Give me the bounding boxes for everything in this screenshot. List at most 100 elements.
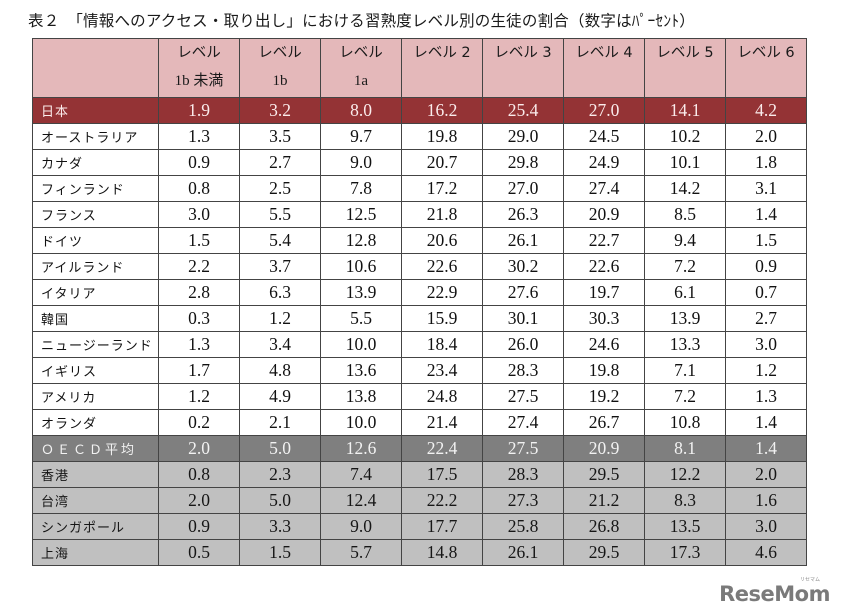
value-cell: 1.3 — [158, 331, 240, 358]
header-label-line2: 1b — [272, 73, 288, 89]
table-row: フランス 3.0 5.5 12.5 21.8 26.3 20.9 8.5 1.4 — [32, 201, 807, 228]
country-cell: シンガポール — [32, 513, 159, 540]
country-cell: 韓国 — [32, 305, 159, 332]
value-cell: 7.2 — [644, 383, 726, 410]
value-cell: 27.4 — [563, 175, 645, 202]
value-cell: 13.9 — [320, 279, 402, 306]
country-cell: イギリス — [32, 357, 159, 384]
value-cell: 29.8 — [482, 149, 564, 176]
header-level-3: レベル 1a — [320, 38, 402, 98]
value-cell: 9.0 — [320, 149, 402, 176]
value-cell: 8.1 — [644, 435, 726, 462]
value-cell: 26.8 — [563, 513, 645, 540]
value-cell: 16.2 — [401, 97, 483, 124]
value-cell: 30.1 — [482, 305, 564, 332]
value-cell: 30.3 — [563, 305, 645, 332]
table-title: 表２ 「情報へのアクセス・取り出し」における習熟度レベル別の生徒の割合（数字はﾊ… — [28, 12, 695, 30]
table-row: カナダ 0.9 2.7 9.0 20.7 29.8 24.9 10.1 1.8 — [32, 149, 807, 176]
value-cell: 22.6 — [401, 253, 483, 280]
table-row: オーストラリア 1.3 3.5 9.7 19.8 29.0 24.5 10.2 2.0 — [32, 123, 807, 150]
resemom-logo: ReseMom — [719, 582, 830, 606]
value-cell: 20.9 — [563, 201, 645, 228]
value-cell: 4.8 — [239, 357, 321, 384]
value-cell: 26.7 — [563, 409, 645, 436]
header-label-line1: レベル — [339, 45, 383, 61]
value-cell: 7.8 — [320, 175, 402, 202]
value-cell: 9.0 — [320, 513, 402, 540]
proficiency-table: レベル 1b 未満 レベル 1b レベル 1a レベル 2 レベル 3 レベル 4 レベル 5 レベ… — [32, 38, 807, 566]
value-cell: 7.1 — [644, 357, 726, 384]
value-cell: 1.4 — [725, 435, 807, 462]
header-label-line1: レベル 3 — [494, 45, 552, 61]
value-cell: 13.5 — [644, 513, 726, 540]
value-cell: 26.1 — [482, 539, 564, 566]
value-cell: 9.7 — [320, 123, 402, 150]
table-header: レベル 1b 未満 レベル 1b レベル 1a レベル 2 レベル 3 レベル 4 レベル 5 レベ… — [32, 38, 807, 98]
value-cell: 9.4 — [644, 227, 726, 254]
value-cell: 21.2 — [563, 487, 645, 514]
header-level-1: レベル 1b 未満 — [158, 38, 240, 98]
value-cell: 6.3 — [239, 279, 321, 306]
value-cell: 12.8 — [320, 227, 402, 254]
value-cell: 13.9 — [644, 305, 726, 332]
country-cell: フランス — [32, 201, 159, 228]
value-cell: 5.5 — [239, 201, 321, 228]
table-row: ドイツ 1.5 5.4 12.8 20.6 26.1 22.7 9.4 1.5 — [32, 227, 807, 254]
value-cell: 0.2 — [158, 409, 240, 436]
value-cell: 1.4 — [725, 201, 807, 228]
header-label-line2 — [565, 67, 644, 95]
value-cell: 14.8 — [401, 539, 483, 566]
value-cell: 8.0 — [320, 97, 402, 124]
value-cell: 22.6 — [563, 253, 645, 280]
value-cell: 1.2 — [725, 357, 807, 384]
header-label-line2 — [34, 67, 158, 95]
value-cell: 14.2 — [644, 175, 726, 202]
table-row: アメリカ 1.2 4.9 13.8 24.8 27.5 19.2 7.2 1.3 — [32, 383, 807, 410]
table-row: 上海 0.5 1.5 5.7 14.8 26.1 29.5 17.3 4.6 — [32, 539, 807, 566]
value-cell: 0.9 — [158, 513, 240, 540]
value-cell: 2.1 — [239, 409, 321, 436]
header-level-5: レベル 3 — [482, 38, 564, 98]
value-cell: 5.0 — [239, 487, 321, 514]
value-cell: 10.1 — [644, 149, 726, 176]
value-cell: 8.5 — [644, 201, 726, 228]
value-cell: 5.5 — [320, 305, 402, 332]
value-cell: 12.5 — [320, 201, 402, 228]
value-cell: 17.2 — [401, 175, 483, 202]
value-cell: 0.8 — [158, 175, 240, 202]
header-label-line2 — [484, 67, 563, 95]
country-cell: ＯＥＣＤ平均 — [32, 435, 159, 462]
country-cell: ドイツ — [32, 227, 159, 254]
value-cell: 4.2 — [725, 97, 807, 124]
header-label-line2: 1b 未満 — [174, 73, 224, 89]
value-cell: 19.7 — [563, 279, 645, 306]
header-corner-cell — [32, 38, 159, 98]
value-cell: 29.5 — [563, 461, 645, 488]
value-cell: 27.5 — [482, 383, 564, 410]
country-cell: オランダ — [32, 409, 159, 436]
value-cell: 23.4 — [401, 357, 483, 384]
value-cell: 10.2 — [644, 123, 726, 150]
value-cell: 19.8 — [401, 123, 483, 150]
table-row: フィンランド 0.8 2.5 7.8 17.2 27.0 27.4 14.2 3.1 — [32, 175, 807, 202]
table-row: 韓国 0.3 1.2 5.5 15.9 30.1 30.3 13.9 2.7 — [32, 305, 807, 332]
value-cell: 5.4 — [239, 227, 321, 254]
value-cell: 10.0 — [320, 331, 402, 358]
value-cell: 27.4 — [482, 409, 564, 436]
value-cell: 26.1 — [482, 227, 564, 254]
value-cell: 4.6 — [725, 539, 807, 566]
value-cell: 10.0 — [320, 409, 402, 436]
country-cell: アイルランド — [32, 253, 159, 280]
value-cell: 14.1 — [644, 97, 726, 124]
country-cell: 日本 — [32, 97, 159, 124]
value-cell: 2.5 — [239, 175, 321, 202]
table-row: 台湾 2.0 5.0 12.4 22.2 27.3 21.2 8.3 1.6 — [32, 487, 807, 514]
value-cell: 3.5 — [239, 123, 321, 150]
value-cell: 20.9 — [563, 435, 645, 462]
value-cell: 28.3 — [482, 461, 564, 488]
table-row: ニュージーランド 1.3 3.4 10.0 18.4 26.0 24.6 13.3 3.0 — [32, 331, 807, 358]
table-body: 日本 1.9 3.2 8.0 16.2 25.4 27.0 14.1 4.2 オーストラリア 1.3… — [32, 97, 807, 566]
value-cell: 2.0 — [158, 487, 240, 514]
header-level-6: レベル 4 — [563, 38, 645, 98]
value-cell: 17.7 — [401, 513, 483, 540]
